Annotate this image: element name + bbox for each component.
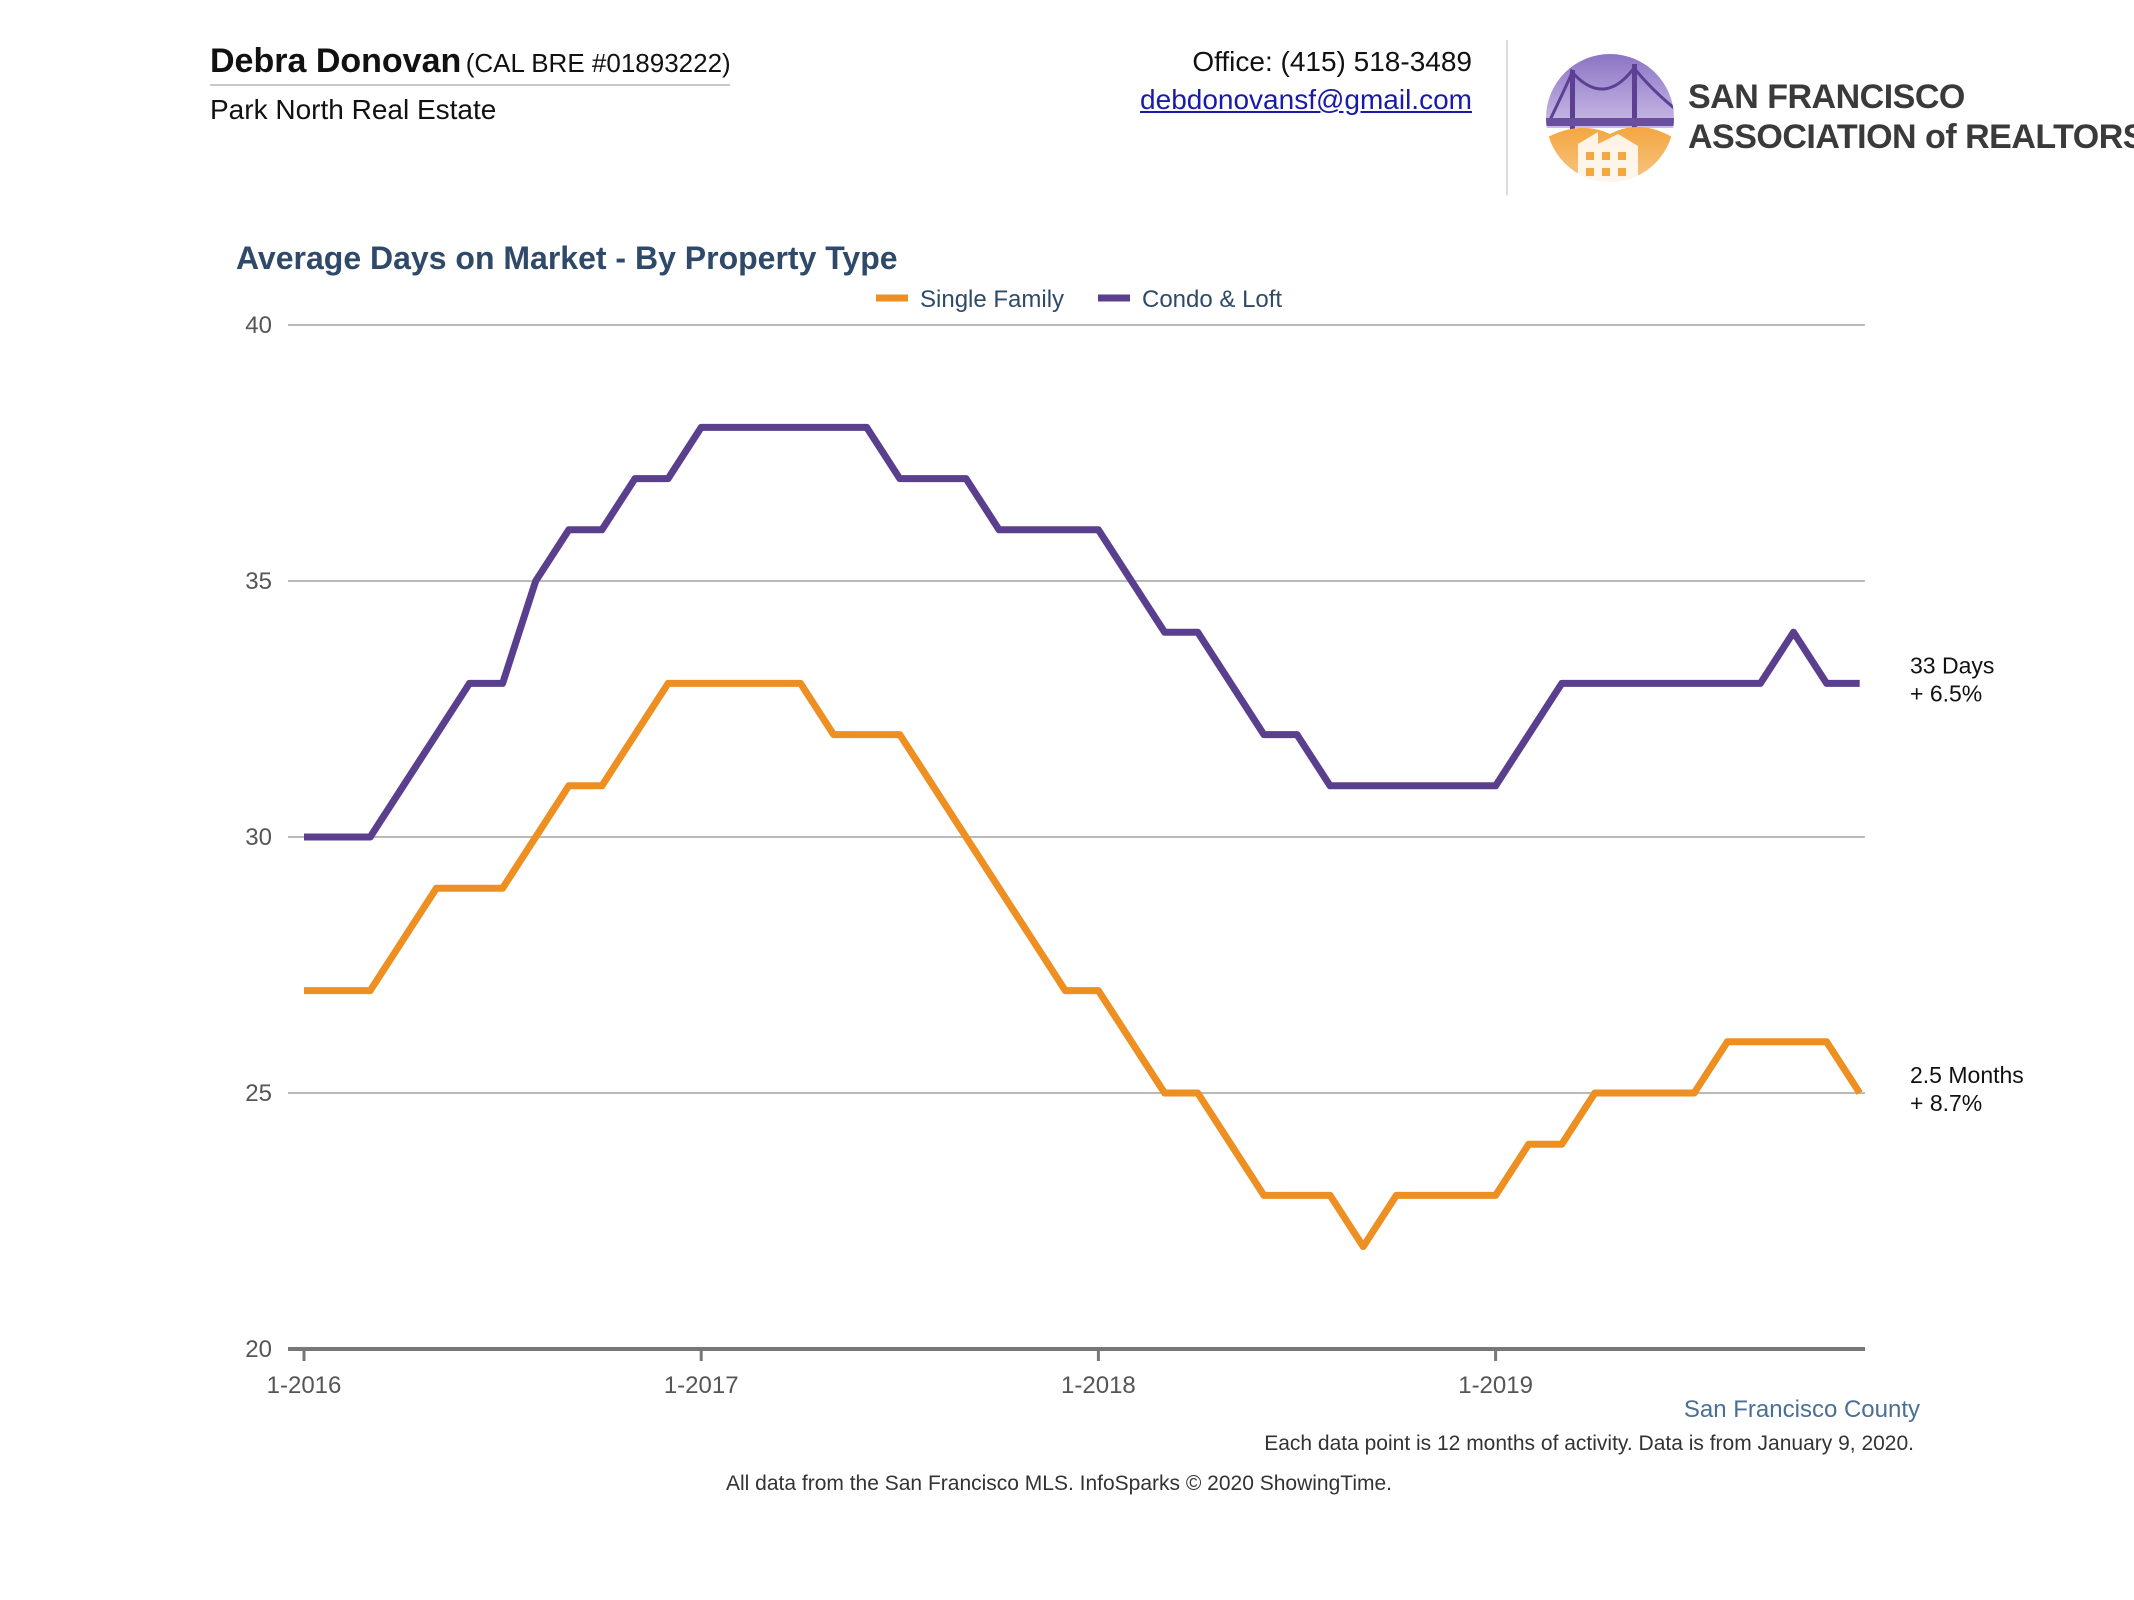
y-tick-label: 25	[245, 1080, 272, 1107]
association-logo: SAN FRANCISCO ASSOCIATION of REALTORS®	[1540, 48, 2134, 188]
end-label: + 6.5%	[1910, 680, 1982, 706]
source-note: All data from the San Francisco MLS. Inf…	[726, 1472, 1393, 1495]
chart-title: Average Days on Market - By Property Typ…	[236, 240, 898, 276]
legend-label: Condo & Loft	[1142, 286, 1282, 313]
office-phone: Office: (415) 518-3489	[1192, 46, 1472, 77]
x-axis: 1-2016 1-2017 1-2018 1-2019	[267, 1347, 1865, 1399]
agent-company: Park North Real Estate	[210, 94, 497, 125]
bridge-skyline-logo-icon	[1546, 54, 1674, 182]
agent-underline-divider	[210, 84, 730, 86]
region-label: San Francisco County	[1683, 1396, 1920, 1423]
end-label: + 8.7%	[1910, 1090, 1982, 1116]
x-tick-label: 1-2018	[1061, 1372, 1136, 1399]
logo-text-line2: ASSOCIATION of REALTORS®	[1688, 118, 2134, 156]
logo-text-line1: SAN FRANCISCO	[1688, 78, 1965, 116]
agent-license: (CAL BRE #01893222)	[465, 48, 731, 78]
page-header: Debra Donovan (CAL BRE #01893222) Park N…	[0, 0, 2134, 210]
header-divider	[1506, 40, 1508, 195]
agent-name-row: Debra Donovan (CAL BRE #01893222)	[210, 44, 731, 78]
x-tick-label: 1-2019	[1458, 1372, 1533, 1399]
end-label: 2.5 Months	[1910, 1062, 2024, 1088]
y-tick-label: 40	[245, 312, 272, 339]
footnote: Each data point is 12 months of activity…	[1264, 1432, 1914, 1455]
chart-legend: Single Family Condo & Loft	[876, 286, 1282, 313]
x-tick-label: 1-2016	[267, 1372, 342, 1399]
gridlines: 20 25 30 35 40	[245, 312, 1865, 1363]
series-line-condo-loft	[304, 423, 1860, 841]
x-tick-label: 1-2017	[664, 1372, 739, 1399]
legend-label: Single Family	[920, 286, 1064, 313]
email-link[interactable]: debdonovansf@gmail.com	[1140, 84, 1472, 115]
series-line-single-family	[304, 679, 1863, 1251]
series-lines	[304, 423, 1863, 1251]
agent-name: Debra Donovan	[210, 42, 462, 80]
y-tick-label: 30	[245, 824, 272, 851]
y-tick-label: 35	[245, 568, 272, 595]
end-label: 33 Days	[1910, 652, 1994, 678]
end-labels: 2.5 Months+ 8.7% 33 Days+ 6.5%	[1910, 652, 2024, 1116]
y-tick-label: 20	[245, 1336, 272, 1363]
